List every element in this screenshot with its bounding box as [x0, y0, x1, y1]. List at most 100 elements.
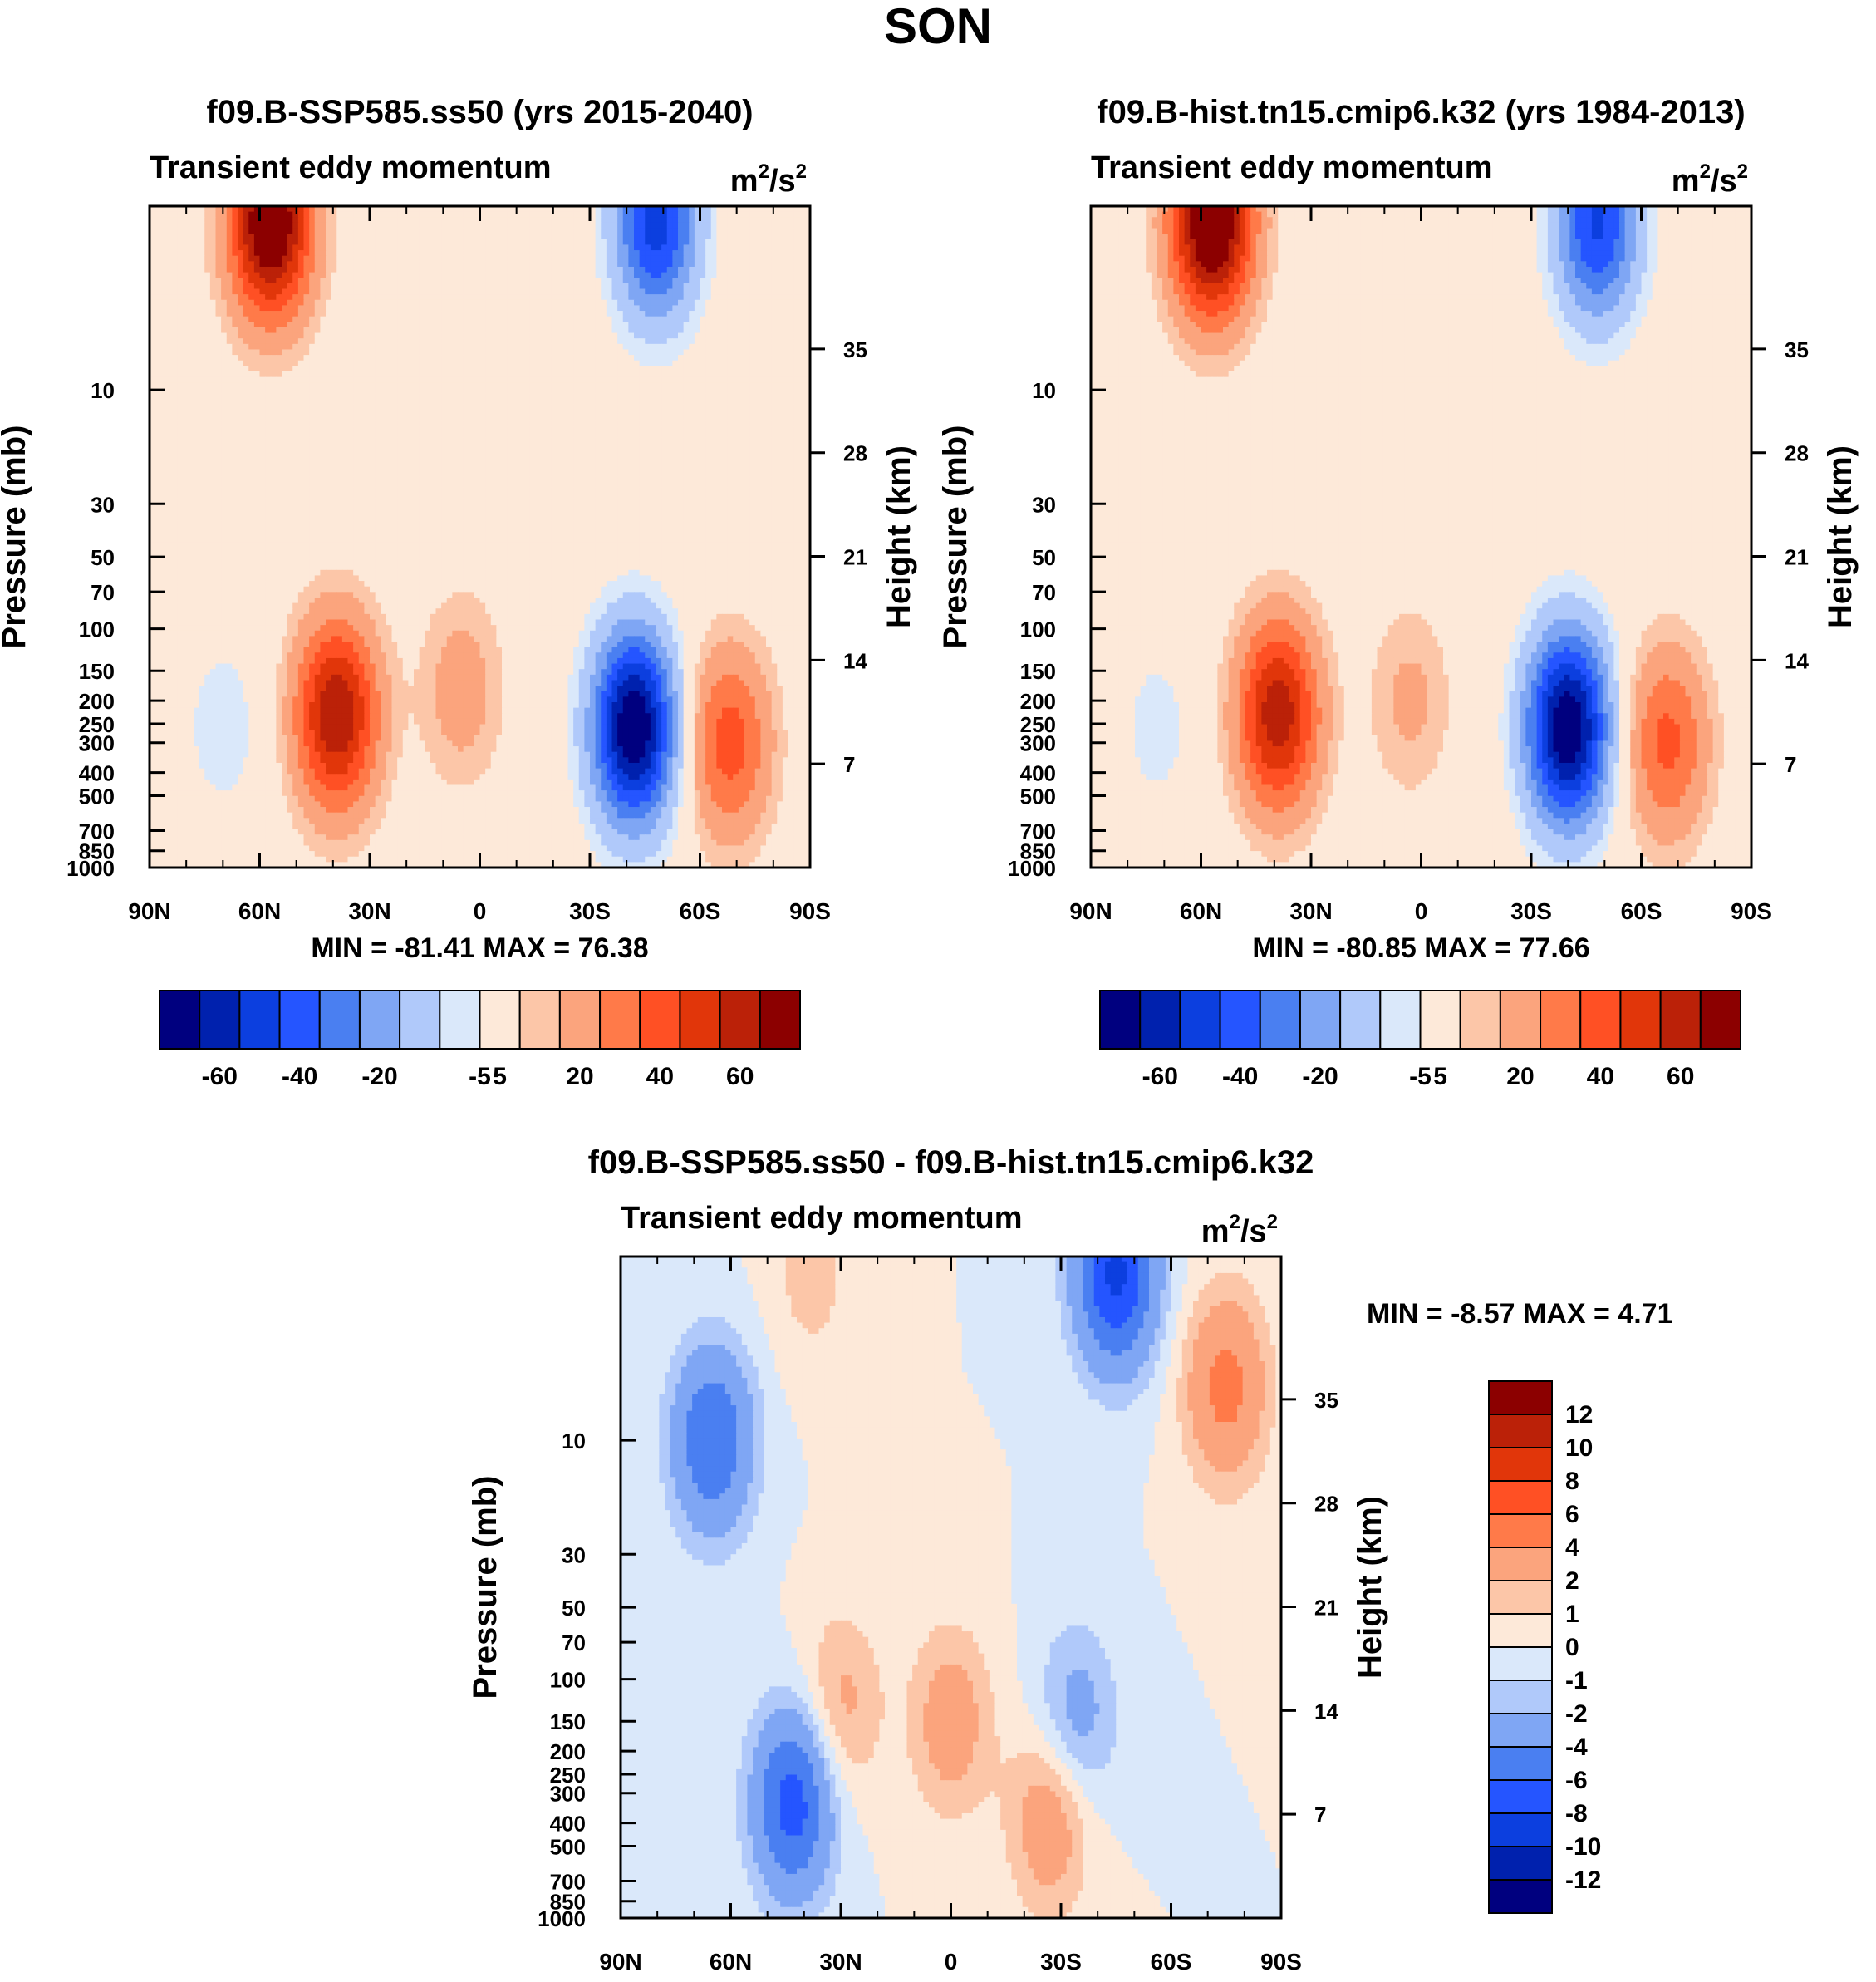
field-cell — [727, 387, 734, 395]
field-cell — [341, 371, 349, 378]
field-cell — [150, 206, 156, 213]
field-cell — [683, 244, 690, 251]
field-cell — [645, 234, 651, 240]
field-cell — [611, 382, 618, 389]
field-cell — [502, 416, 508, 422]
field-cell — [666, 360, 673, 366]
field-cell — [650, 332, 657, 339]
field-cell — [320, 399, 327, 406]
field-cell — [326, 338, 332, 345]
field-cell — [292, 244, 299, 251]
field-cell — [502, 371, 508, 378]
field-cell — [165, 431, 173, 439]
field-cell — [165, 311, 173, 317]
field-cell — [601, 217, 607, 224]
field-cell — [309, 222, 316, 229]
field-cell — [782, 404, 789, 411]
field-cell — [347, 311, 354, 317]
field-cell — [666, 338, 673, 345]
field-cell — [523, 283, 530, 290]
field-cell — [171, 420, 178, 427]
field-cell — [782, 261, 789, 268]
field-cell — [804, 239, 811, 246]
field-cell — [507, 399, 513, 406]
field-cell — [523, 294, 530, 301]
field-cell — [793, 316, 800, 322]
field-cell — [595, 206, 602, 213]
field-cell — [226, 360, 233, 366]
field-cell — [248, 272, 255, 278]
field-cell — [540, 322, 547, 328]
field-cell — [253, 294, 261, 301]
field-cell — [656, 399, 662, 406]
field-cell — [419, 349, 425, 356]
field-cell — [793, 239, 800, 246]
field-cell — [303, 244, 310, 251]
field-cell — [578, 376, 585, 383]
field-cell — [683, 420, 690, 427]
field-cell — [314, 431, 321, 439]
field-cell — [331, 360, 337, 366]
field-cell — [253, 382, 261, 389]
field-cell — [634, 244, 641, 251]
field-cell — [292, 299, 299, 306]
field-cell — [562, 305, 569, 312]
field-cell — [678, 426, 685, 433]
field-cell — [353, 371, 360, 378]
field-cell — [408, 416, 415, 422]
field-cell — [606, 222, 613, 229]
field-cell — [771, 393, 778, 400]
field-cell — [793, 222, 800, 229]
field-cell — [760, 305, 767, 312]
field-cell — [700, 360, 706, 366]
field-cell — [617, 399, 624, 406]
field-cell — [435, 426, 442, 433]
field-cell — [490, 338, 497, 345]
field-cell — [661, 305, 668, 312]
field-cell — [804, 288, 811, 295]
field-cell — [540, 234, 547, 240]
field-cell — [165, 283, 173, 290]
field-cell — [666, 349, 673, 356]
field-cell — [727, 376, 734, 383]
field-cell — [782, 305, 789, 312]
field-cell — [463, 355, 469, 361]
field-cell — [165, 288, 173, 295]
field-cell — [584, 288, 591, 295]
field-cell — [656, 255, 662, 262]
field-cell — [793, 206, 800, 213]
field-cell — [584, 283, 591, 290]
field-cell — [452, 410, 459, 416]
field-cell — [303, 327, 310, 334]
field-cell — [567, 371, 574, 378]
field-cell — [177, 244, 184, 251]
field-cell — [287, 261, 293, 268]
field-cell — [523, 278, 530, 284]
field-cell — [209, 211, 217, 218]
field-cell — [347, 420, 354, 427]
field-cell — [391, 382, 398, 389]
field-cell — [540, 382, 547, 389]
field-cell — [540, 288, 547, 295]
field-cell — [622, 222, 629, 229]
field-cell — [402, 288, 409, 295]
field-cell — [386, 311, 393, 317]
field-cell — [221, 393, 228, 400]
field-cell — [276, 261, 282, 268]
field-cell — [584, 360, 591, 366]
field-cell — [523, 305, 530, 312]
field-cell — [689, 250, 695, 257]
field-cell — [656, 316, 662, 322]
field-cell — [276, 305, 282, 312]
field-cell — [414, 416, 420, 422]
field-cell — [733, 399, 739, 406]
field-cell — [452, 371, 459, 378]
field-cell — [793, 322, 800, 328]
field-cell — [326, 316, 332, 322]
field-cell — [518, 217, 525, 224]
field-cell — [479, 376, 486, 383]
field-cell — [232, 272, 238, 278]
field-cell — [590, 234, 597, 240]
field-cell — [479, 261, 486, 268]
field-cell — [397, 343, 404, 351]
